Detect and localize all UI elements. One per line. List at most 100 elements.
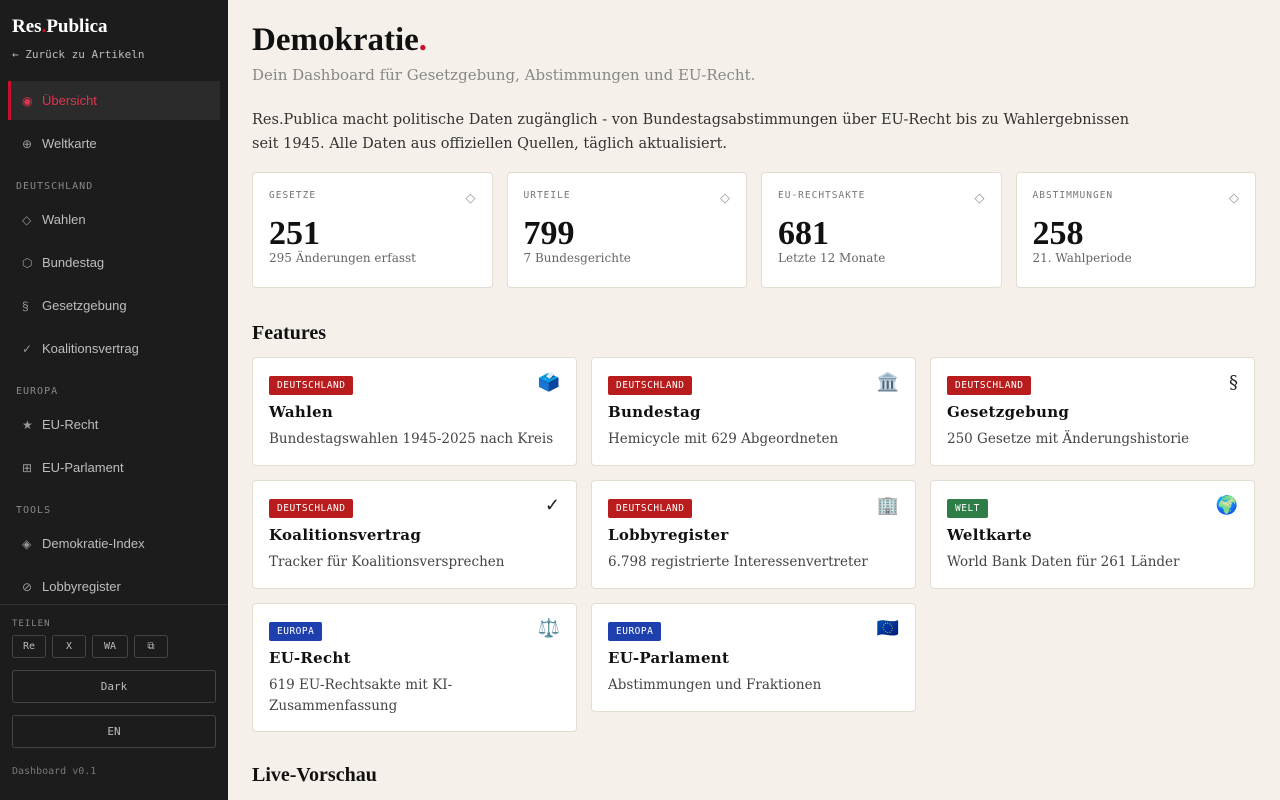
feature-title: Koalitionsvertrag	[269, 526, 422, 544]
nav-icon: ⊞	[22, 460, 33, 475]
nav-label: Koalitionsvertrag	[42, 341, 139, 356]
stat-note: 21. Wahlperiode	[1032, 251, 1132, 265]
feature-desc: 619 EU-Rechtsakte mit KI-Zusammenfassung	[269, 677, 453, 714]
feature-desc: Abstimmungen und Fraktionen	[608, 677, 822, 693]
feature-card[interactable]: DEUTSCHLAND § Gesetzgebung 250 Gesetze mit …	[930, 357, 1255, 466]
feature-desc: Hemicycle mit 629 Abgeordneten	[608, 431, 839, 447]
theme-button[interactable]: Dark	[12, 670, 216, 703]
stat-label: EU-RECHTSAKTE	[778, 190, 866, 201]
nav-label: Lobbyregister	[42, 579, 121, 594]
title-dot: .	[418, 22, 428, 58]
stat-label: GESETZE	[269, 190, 317, 201]
nav-item[interactable]: ◉ Übersicht	[8, 81, 220, 120]
language-button[interactable]: EN	[12, 715, 216, 748]
brand-dot: .	[41, 16, 47, 37]
subtitle: Dein Dashboard für Gesetzgebung, Abstimm…	[252, 66, 756, 84]
nav-label: Übersicht	[42, 93, 97, 108]
feature-card[interactable]: DEUTSCHLAND ✓ Koalitionsvertrag Tracker für…	[252, 480, 577, 589]
nav-icon: ✓	[22, 341, 33, 356]
sidebar-nav: Res.Publica ← Zurück zu Artikeln ◉ Übersi…	[0, 0, 228, 604]
brand[interactable]: Res.Publica	[8, 0, 220, 44]
sidebar-footer: TEILEN Re X WA ⧉ Dark EN Dashboard v0.1	[0, 604, 228, 800]
brand-post: Publica	[46, 16, 108, 37]
nav-label: Wahlen	[42, 212, 86, 227]
feature-icon: 🏛️	[876, 372, 899, 393]
title-text: Demokratie	[252, 22, 419, 58]
section-title: TOOLS	[16, 505, 52, 516]
feature-tag: EUROPA	[608, 622, 662, 641]
feature-tag: WELT	[947, 499, 988, 518]
sidebar: Res.Publica ← Zurück zu Artikeln ◉ Übersi…	[0, 0, 228, 800]
nav-item[interactable]: ⬡ Bundestag	[8, 243, 220, 282]
preview-heading: Live-Vorschau	[252, 764, 377, 786]
stat-label: URTEILE	[523, 190, 571, 201]
stat-card: ABSTIMMUNGEN ◇ 258 21. Wahlperiode	[1015, 172, 1256, 288]
stat-icon: ◇	[720, 191, 730, 206]
feature-title: Gesetzgebung	[947, 403, 1070, 421]
feature-icon: 🇪🇺	[876, 618, 899, 639]
nav-icon: ◉	[22, 93, 33, 108]
stat-icon: ◇	[1229, 191, 1239, 206]
nav-icon: §	[22, 298, 29, 313]
share-button[interactable]: WA	[92, 635, 128, 658]
feature-title: Wahlen	[269, 403, 334, 421]
feature-desc: World Bank Daten für 261 Länder	[947, 554, 1180, 570]
page-title: Demokratie.	[252, 22, 1256, 60]
feature-desc: Bundestagswahlen 1945-2025 nach Kreis	[269, 431, 554, 447]
nav-label: EU-Recht	[42, 417, 99, 432]
nav-item[interactable]: ★ EU-Recht	[8, 405, 220, 444]
stat-value: 258	[1032, 215, 1084, 252]
stat-value: 799	[523, 215, 575, 252]
feature-tag: DEUTSCHLAND	[269, 376, 354, 395]
nav-item[interactable]: ◈ Demokratie-Index	[8, 524, 220, 563]
nav-icon: ★	[22, 417, 33, 432]
nav-icon: ⬡	[22, 255, 33, 270]
nav-icon: ◈	[22, 536, 32, 551]
nav-item[interactable]: § Gesetzgebung	[8, 286, 220, 325]
nav-icon: ◇	[22, 212, 32, 227]
section-title: EUROPA	[16, 386, 59, 397]
stat-card: URTEILE ◇ 799 7 Bundesgerichte	[506, 172, 747, 288]
section-title: DEUTSCHLAND	[16, 181, 94, 192]
feature-tag: DEUTSCHLAND	[608, 376, 693, 395]
features-heading: Features	[252, 322, 327, 344]
feature-desc: 250 Gesetze mit Änderungshistorie	[947, 431, 1190, 447]
feature-tag: DEUTSCHLAND	[947, 376, 1032, 395]
feature-card[interactable]: EUROPA 🇪🇺 EU-Parlament Abstimmungen und Fra…	[591, 603, 916, 712]
nav-item[interactable]: ◇ Wahlen	[8, 200, 220, 239]
feature-icon: 🏢	[876, 495, 899, 516]
feature-desc: Tracker für Koalitionsversprechen	[269, 554, 505, 570]
nav-item[interactable]: ⊞ EU-Parlament	[8, 448, 220, 487]
nav-label: EU-Parlament	[42, 460, 124, 475]
stat-note: 295 Änderungen erfasst	[269, 251, 416, 265]
nav-item[interactable]: ✓ Koalitionsvertrag	[8, 329, 220, 368]
nav-icon: ⊘	[22, 579, 33, 594]
feature-card[interactable]: EUROPA ⚖️ EU-Recht 619 EU-Rechtsakte mit KI…	[252, 603, 577, 732]
nav-item[interactable]: ⊘ Lobbyregister	[8, 567, 220, 604]
stats: GESETZE ◇ 251 295 Änderungen erfasst URTEILE…	[252, 172, 1256, 288]
share-button[interactable]: X	[52, 635, 86, 658]
feature-title: Bundestag	[608, 403, 701, 421]
share-button[interactable]: Re	[12, 635, 46, 658]
stat-label: ABSTIMMUNGEN	[1032, 190, 1114, 201]
feature-tag: DEUTSCHLAND	[608, 499, 693, 518]
feature-tag: DEUTSCHLAND	[269, 499, 354, 518]
feature-icon: ✓	[544, 495, 560, 516]
feature-icon: 🗳️	[537, 372, 560, 393]
feature-card[interactable]: DEUTSCHLAND 🏢 Lobbyregister 6.798 registrie…	[591, 480, 916, 589]
nav-item[interactable]: ⊕ Weltkarte	[8, 124, 220, 163]
feature-card[interactable]: DEUTSCHLAND 🏛️ Bundestag Hemicycle mit 629 …	[591, 357, 916, 466]
back-link[interactable]: ← Zurück zu Artikeln	[12, 48, 145, 61]
feature-card[interactable]: DEUTSCHLAND 🗳️ Wahlen Bundestagswahlen 1945…	[252, 357, 577, 466]
share-buttons: Re X WA ⧉	[12, 635, 216, 658]
stat-icon: ◇	[974, 191, 985, 206]
feature-icon: ⚖️	[537, 618, 560, 639]
share-button[interactable]: ⧉	[134, 635, 168, 658]
stat-value: 251	[269, 215, 320, 252]
stat-note: Letzte 12 Monate	[778, 251, 886, 265]
nav-label: Gesetzgebung	[42, 298, 127, 313]
feature-card[interactable]: WELT 🌍 Weltkarte World Bank Daten für 261 L…	[930, 480, 1255, 589]
features: DEUTSCHLAND 🗳️ Wahlen Bundestagswahlen 1945…	[252, 357, 1256, 732]
main: Demokratie. Dein Dashboard für Gesetzgeb…	[228, 0, 1280, 800]
